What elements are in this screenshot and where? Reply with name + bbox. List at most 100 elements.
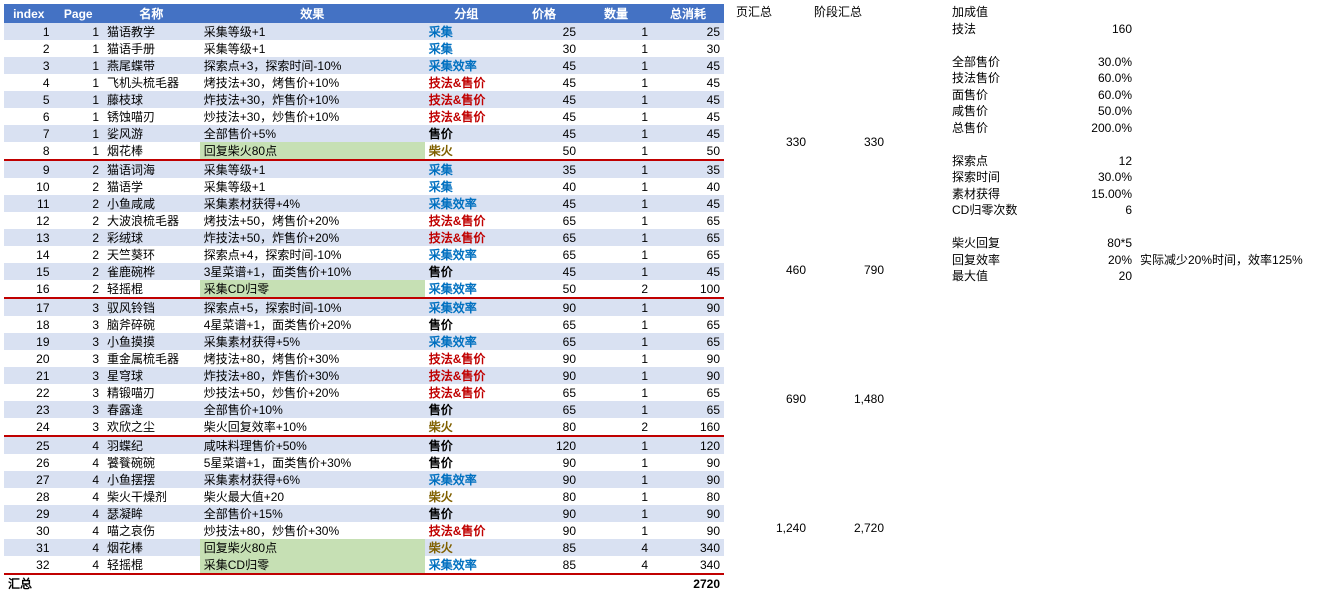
- cell-qty: 1: [580, 195, 652, 212]
- cell-cost: 30: [652, 40, 724, 57]
- cell-effect: 烤技法+50，烤售价+20%: [200, 212, 425, 229]
- cell-effect: 采集等级+1: [200, 40, 425, 57]
- page-sum-cell: [736, 85, 806, 101]
- cell-name: 大波浪梳毛器: [103, 212, 200, 229]
- cell-index: 5: [4, 91, 54, 108]
- cell-index: 31: [4, 539, 54, 556]
- cell-name: 娑风游: [103, 125, 200, 142]
- stat-label: 技法售价: [952, 70, 1052, 87]
- stage-sum-cell: [814, 375, 884, 391]
- bonus-header: 加成值: [952, 4, 1052, 21]
- cell-effect: 5星菜谱+1，面类售价+30%: [200, 454, 425, 471]
- cell-index: 17: [4, 298, 54, 316]
- stat-value: 15.00%: [1052, 186, 1132, 203]
- cell-qty: 1: [580, 298, 652, 316]
- cell-group: 售价: [425, 454, 508, 471]
- cell-cost: 50: [652, 142, 724, 160]
- cell-index: 8: [4, 142, 54, 160]
- cell-group: 技法&售价: [425, 74, 508, 91]
- cell-index: 21: [4, 367, 54, 384]
- cell-price: 90: [508, 350, 580, 367]
- cell-name: 春露逢: [103, 401, 200, 418]
- table-row: 61锈蚀喵刃炒技法+30，炒售价+10%技法&售价45145: [4, 108, 724, 125]
- stat-row: [952, 136, 1316, 153]
- stat-label: 咸售价: [952, 103, 1052, 120]
- cell-page: 3: [54, 333, 104, 350]
- cell-page: 4: [54, 505, 104, 522]
- cell-qty: 1: [580, 246, 652, 263]
- cell-page: 3: [54, 367, 104, 384]
- stage-sum-cell: [814, 85, 884, 101]
- cell-group: 技法&售价: [425, 350, 508, 367]
- cell-qty: 1: [580, 505, 652, 522]
- cell-group: 采集: [425, 160, 508, 178]
- main-table: index Page 名称 效果 分组 价格 数量 总消耗 11猫语教学采集等级…: [4, 4, 724, 592]
- cell-price: 85: [508, 539, 580, 556]
- stage-sum-cell: [814, 423, 884, 439]
- cell-name: 轻摇棍: [103, 280, 200, 298]
- stat-row: 面售价60.0%: [952, 87, 1316, 104]
- cell-price: 50: [508, 280, 580, 298]
- cell-qty: 1: [580, 350, 652, 367]
- th-price: 价格: [508, 4, 580, 23]
- cell-cost: 65: [652, 212, 724, 229]
- cell-cost: 45: [652, 263, 724, 280]
- stage-sum-cell: 330: [814, 134, 884, 150]
- stage-sum-cell: 790: [814, 262, 884, 278]
- cell-qty: 1: [580, 125, 652, 142]
- table-row: 142天竺葵环探索点+4，探索时间-10%采集效率65165: [4, 246, 724, 263]
- cell-index: 15: [4, 263, 54, 280]
- cell-name: 藤枝球: [103, 91, 200, 108]
- cell-group: 采集效率: [425, 298, 508, 316]
- table-row: 213星穹球炸技法+80，炸售价+30%技法&售价90190: [4, 367, 724, 384]
- cell-page: 2: [54, 212, 104, 229]
- stat-value: 80*5: [1052, 235, 1132, 252]
- stage-sum-cell: [814, 166, 884, 182]
- stage-sum-header: 阶段汇总: [814, 4, 884, 21]
- cell-cost: 100: [652, 280, 724, 298]
- page-sum-cell: [736, 423, 806, 439]
- cell-cost: 45: [652, 57, 724, 74]
- cell-cost: 90: [652, 505, 724, 522]
- cell-index: 9: [4, 160, 54, 178]
- cell-cost: 90: [652, 367, 724, 384]
- cell-name: 彩绒球: [103, 229, 200, 246]
- stat-row: 回复效率20%实际减少20%时间，效率125%: [952, 252, 1316, 269]
- cell-effect: 采集等级+1: [200, 160, 425, 178]
- cell-group: 采集效率: [425, 246, 508, 263]
- cell-qty: 4: [580, 539, 652, 556]
- cell-name: 小鱼摸摸: [103, 333, 200, 350]
- stage-sum-cell: [814, 118, 884, 134]
- cell-price: 90: [508, 522, 580, 539]
- cell-page: 2: [54, 160, 104, 178]
- cell-group: 采集: [425, 40, 508, 57]
- page-sum-cell: [736, 407, 806, 423]
- stat-row: [952, 37, 1316, 54]
- cell-page: 1: [54, 142, 104, 160]
- cell-qty: 1: [580, 212, 652, 229]
- cell-cost: 45: [652, 108, 724, 125]
- cell-group: 采集: [425, 178, 508, 195]
- stage-sum-cell: [814, 456, 884, 472]
- total-row: 汇总2720: [4, 574, 724, 592]
- cell-page: 4: [54, 488, 104, 505]
- cell-price: 65: [508, 384, 580, 401]
- stat-row: 素材获得15.00%: [952, 186, 1316, 203]
- cell-index: 7: [4, 125, 54, 142]
- cell-page: 2: [54, 229, 104, 246]
- cell-name: 驭风铃铛: [103, 298, 200, 316]
- cell-name: 羽蝶纪: [103, 436, 200, 454]
- table-row: 81烟花棒回复柴火80点柴火50150: [4, 142, 724, 160]
- cell-index: 11: [4, 195, 54, 212]
- page-sum-cell: [736, 101, 806, 117]
- stage-sum-cell: [814, 279, 884, 295]
- cell-price: 45: [508, 263, 580, 280]
- stat-value: 20%: [1052, 252, 1132, 269]
- cell-price: 65: [508, 333, 580, 350]
- cell-page: 4: [54, 454, 104, 471]
- cell-page: 1: [54, 57, 104, 74]
- stage-sum-cell: [814, 504, 884, 520]
- cell-group: 采集效率: [425, 556, 508, 574]
- stage-sum-cell: [814, 198, 884, 214]
- cell-name: 飞机头梳毛器: [103, 74, 200, 91]
